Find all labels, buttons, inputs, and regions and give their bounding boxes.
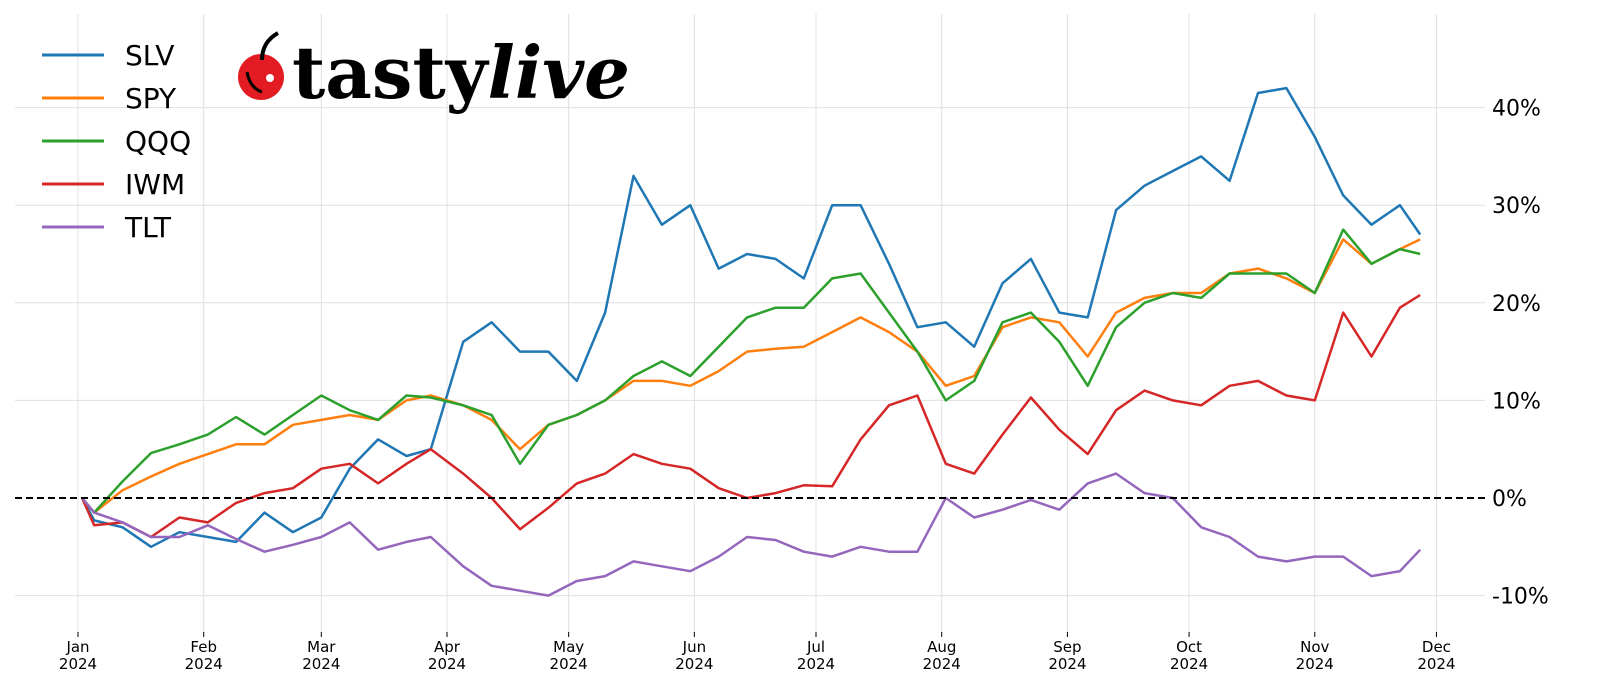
y-tick-label: 40% (1492, 97, 1541, 122)
series-line-tlt (81, 472, 1422, 597)
tastylive-logo: tastylive (238, 30, 630, 115)
y-tick-label: 0% (1492, 487, 1527, 512)
cherry-stem (260, 31, 280, 61)
legend-label-iwm: IWM (125, 168, 185, 201)
y-tick-label: 10% (1492, 389, 1541, 414)
series-line-qqq (81, 228, 1421, 514)
y-tick-label: -10% (1492, 585, 1549, 610)
x-tick-label: Apr (434, 638, 461, 656)
legend-label-qqq: QQQ (125, 125, 191, 158)
x-tick-label: Feb (190, 638, 217, 656)
series-line-slv (81, 86, 1422, 549)
x-tick-year: 2024 (59, 655, 97, 673)
series-line-spy (81, 238, 1421, 514)
series-line-iwm (80, 293, 1421, 539)
x-tick-label: Oct (1176, 638, 1202, 656)
y-tick-label: 20% (1492, 292, 1541, 317)
legend-label-spy: SPY (125, 82, 177, 115)
x-tick-year: 2024 (797, 655, 835, 673)
x-tick-year: 2024 (1048, 655, 1086, 673)
x-tick-label: Sep (1053, 638, 1081, 656)
x-tick-label: Aug (927, 638, 956, 656)
x-tick-year: 2024 (1296, 655, 1334, 673)
x-tick-label: Jun (682, 638, 706, 656)
series-lines (80, 86, 1422, 597)
axes: Jan2024Feb2024Mar2024Apr2024May2024Jun20… (15, 97, 1549, 673)
x-tick-year: 2024 (550, 655, 588, 673)
legend-label-tlt: TLT (124, 211, 172, 244)
x-tick-year: 2024 (675, 655, 713, 673)
x-tick-label: Mar (307, 638, 336, 656)
x-tick-label: Jul (806, 638, 825, 656)
x-tick-year: 2024 (428, 655, 466, 673)
legend-label-slv: SLV (125, 39, 174, 72)
x-tick-year: 2024 (302, 655, 340, 673)
x-tick-year: 2024 (1417, 655, 1455, 673)
x-tick-label: Nov (1300, 638, 1329, 656)
x-tick-label: Dec (1422, 638, 1451, 656)
logo-text: tastylive (292, 30, 630, 115)
legend: SLV SPY QQQ IWM TLT (42, 39, 191, 244)
x-tick-year: 2024 (185, 655, 223, 673)
cherry-icon (238, 54, 284, 100)
x-tick-label: Jan (65, 638, 89, 656)
x-tick-year: 2024 (923, 655, 961, 673)
grid (15, 14, 1485, 632)
x-tick-label: May (553, 638, 584, 656)
y-tick-label: 30% (1492, 194, 1541, 219)
x-tick-year: 2024 (1170, 655, 1208, 673)
